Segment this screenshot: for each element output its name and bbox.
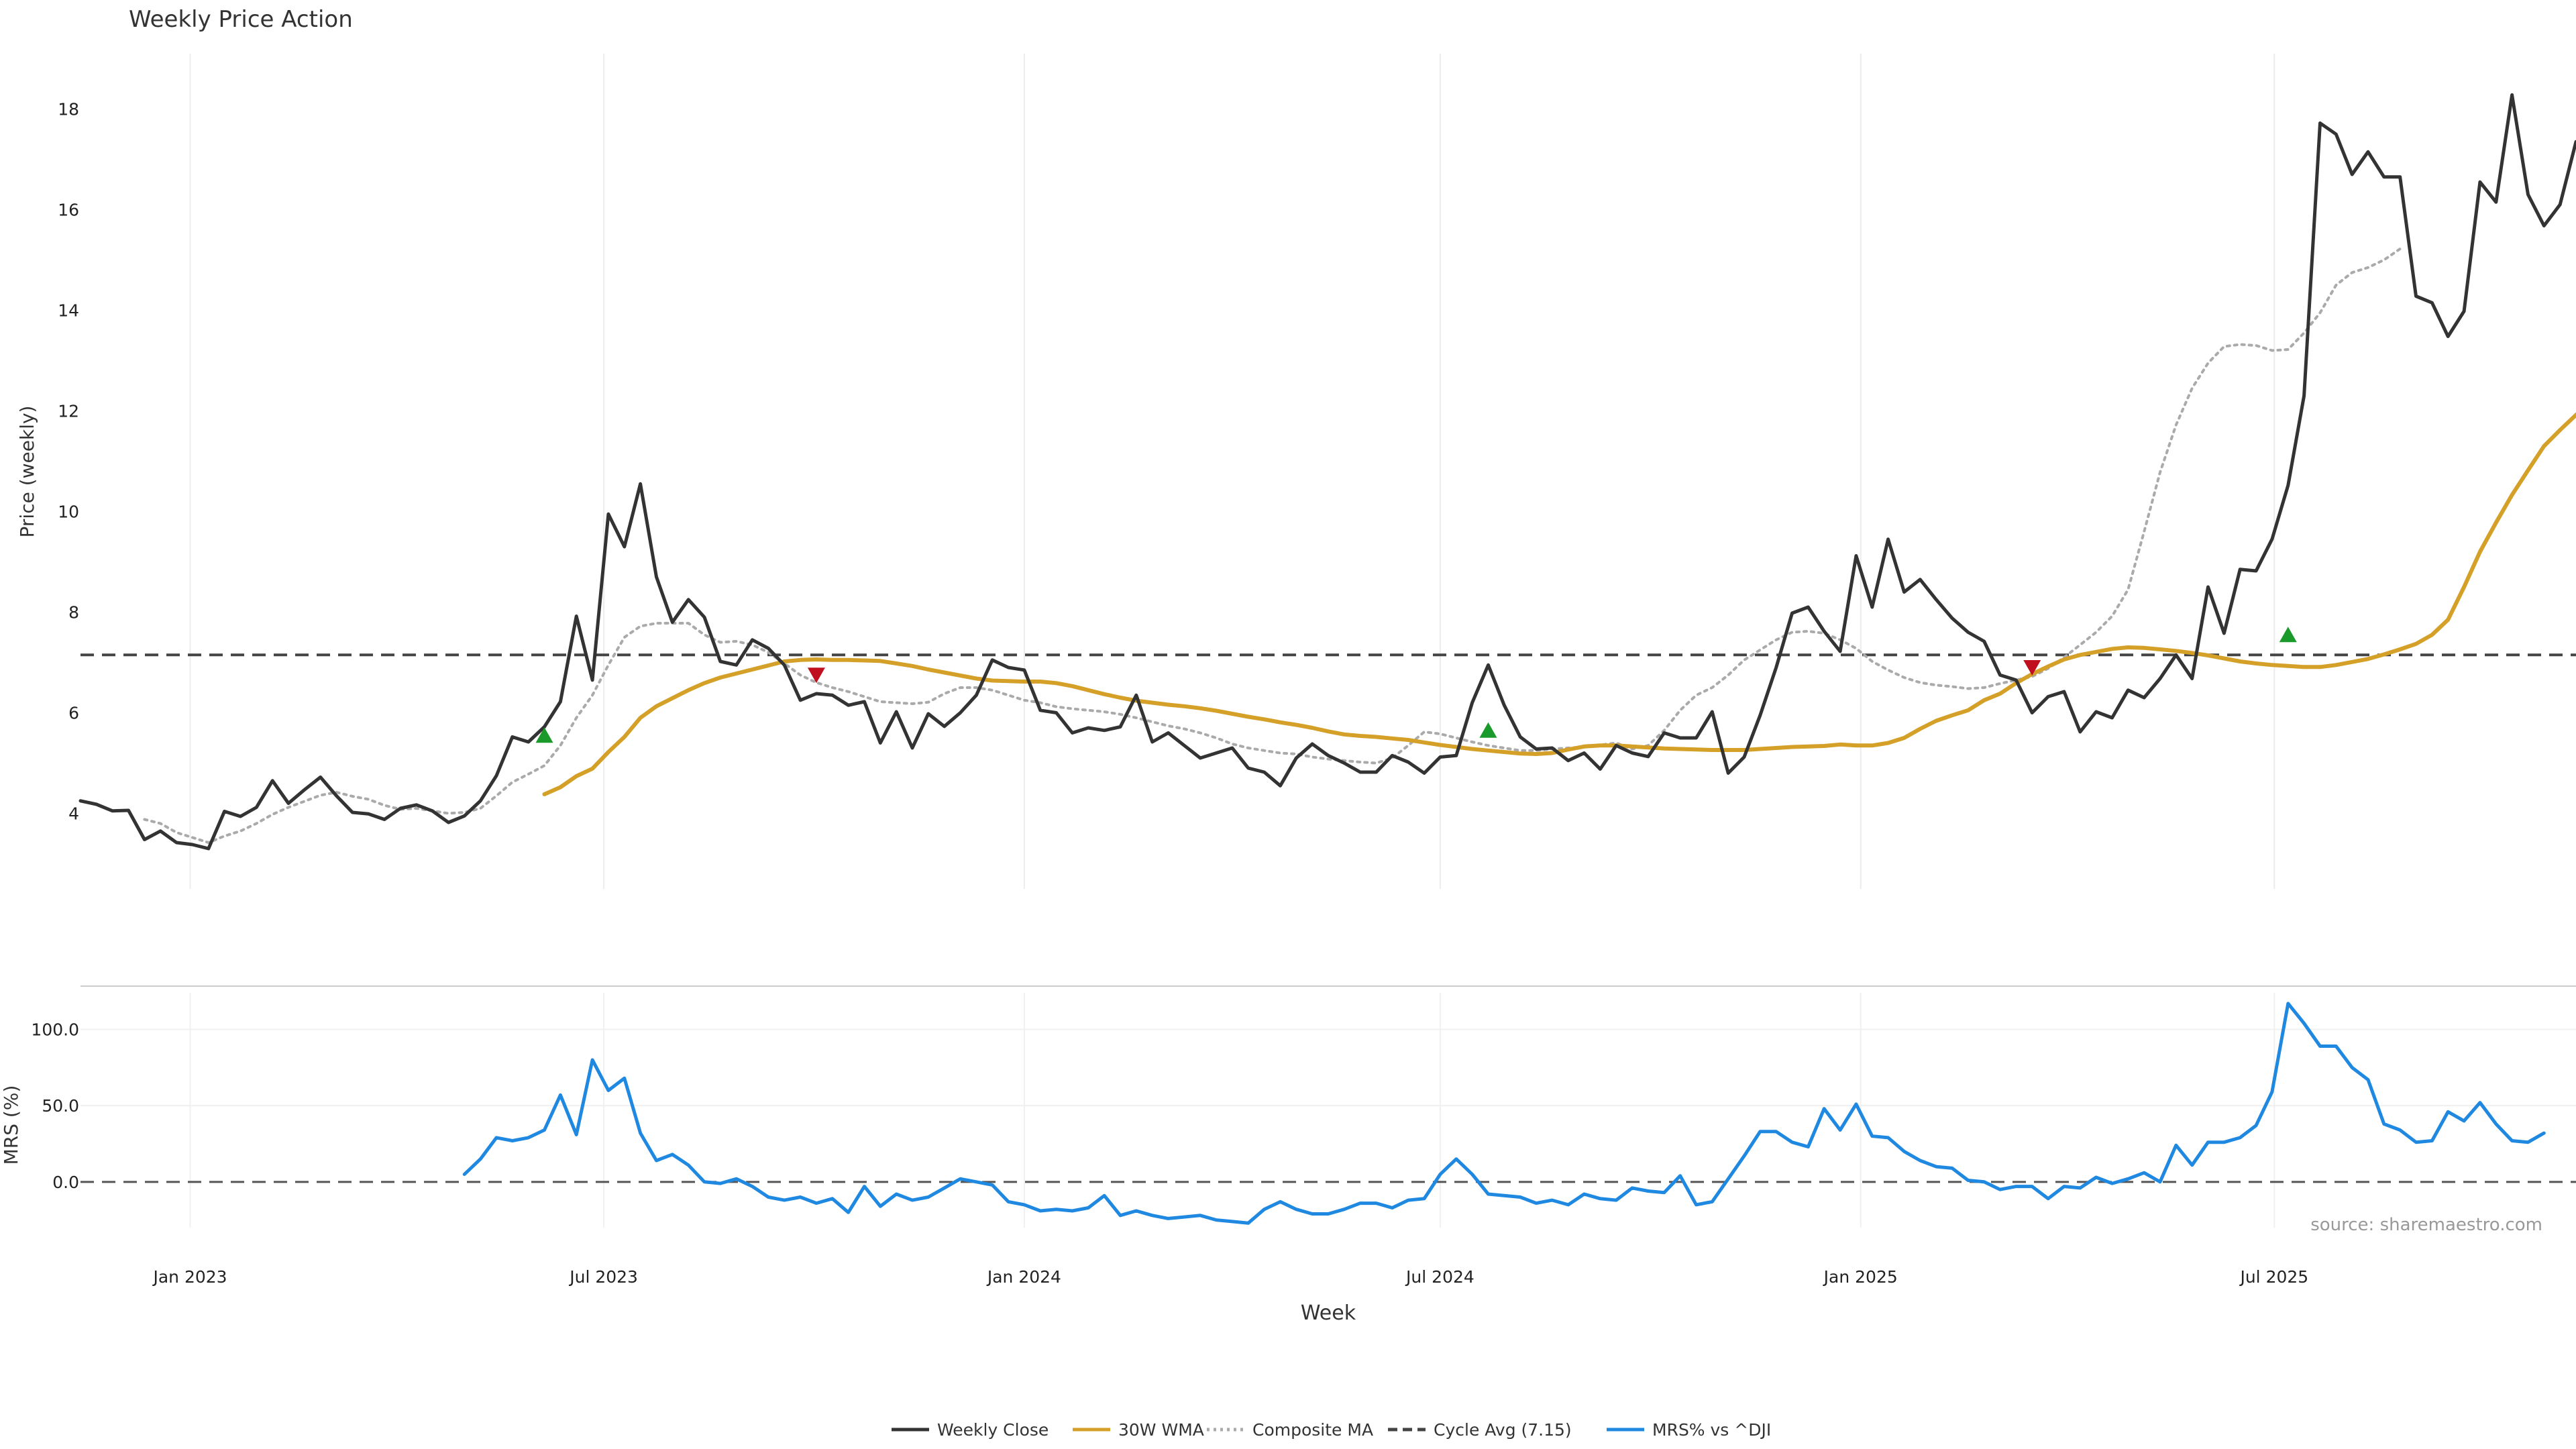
source-note: source: sharemaestro.com <box>2310 1215 2542 1235</box>
mrs-y-tick-label: 100.0 <box>31 1020 79 1040</box>
series-weekly-close-line <box>78 93 2576 851</box>
mrs-y-tick-label: 50.0 <box>42 1096 79 1116</box>
series-composite-ma-line <box>143 248 2402 844</box>
series-lines <box>78 93 2576 1225</box>
x-tick-label: Jan 2025 <box>1823 1267 1898 1287</box>
x-tick-label: Jul 2024 <box>1405 1267 1474 1287</box>
price-y-tick-label: 6 <box>68 704 79 723</box>
legend-label-30w-wma: 30W WMA <box>1118 1420 1204 1440</box>
legend: Weekly Close 30W WMA Composite MA Cycle Avg… <box>892 1420 1771 1440</box>
axes: Jan 2023 Jul 2023 Jan 2024 Jul 2024 Jan 2025… <box>31 100 2308 1287</box>
mrs-y-tick-label: 0.0 <box>52 1173 79 1192</box>
x-tick-label: Jan 2024 <box>986 1267 1061 1287</box>
mrs-axis-label: MRS (%) <box>0 1085 22 1165</box>
buy-signal-marker <box>1479 722 1497 738</box>
legend-label-cycle-avg-7-15: Cycle Avg (7.15) <box>1434 1420 1572 1440</box>
price-y-tick-label: 14 <box>58 301 79 321</box>
price-y-tick-label: 8 <box>68 603 79 623</box>
x-tick-label: Jan 2023 <box>152 1267 227 1287</box>
legend-label-mrs-vs-dji: MRS% vs ^DJI <box>1652 1420 1771 1440</box>
buy-signal-marker <box>535 727 553 743</box>
reference-lines <box>80 653 2576 1183</box>
price-y-tick-label: 10 <box>58 502 79 522</box>
series-mrs-vs-dji-line <box>462 1002 2546 1225</box>
price-y-tick-label: 12 <box>58 402 79 421</box>
signal-markers <box>535 627 2297 743</box>
legend-label-weekly-close: Weekly Close <box>937 1420 1049 1440</box>
series-30w-wma-line <box>542 412 2576 796</box>
price-y-tick-label: 18 <box>58 100 79 119</box>
x-tick-label: Jul 2025 <box>2239 1267 2308 1287</box>
buy-signal-marker <box>2279 627 2297 643</box>
gridlines <box>80 54 2576 1228</box>
price-y-tick-label: 16 <box>58 201 79 220</box>
sell-signal-marker <box>807 667 825 684</box>
price-y-tick-label: 4 <box>68 804 79 824</box>
legend-label-composite-ma: Composite MA <box>1252 1420 1373 1440</box>
x-axis-label: Week <box>1301 1301 1356 1325</box>
x-tick-label: Jul 2023 <box>568 1267 638 1287</box>
price-axis-label: Price (weekly) <box>16 406 38 538</box>
sell-signal-marker <box>2023 660 2041 676</box>
chart-title: Weekly Price Action <box>129 6 353 33</box>
